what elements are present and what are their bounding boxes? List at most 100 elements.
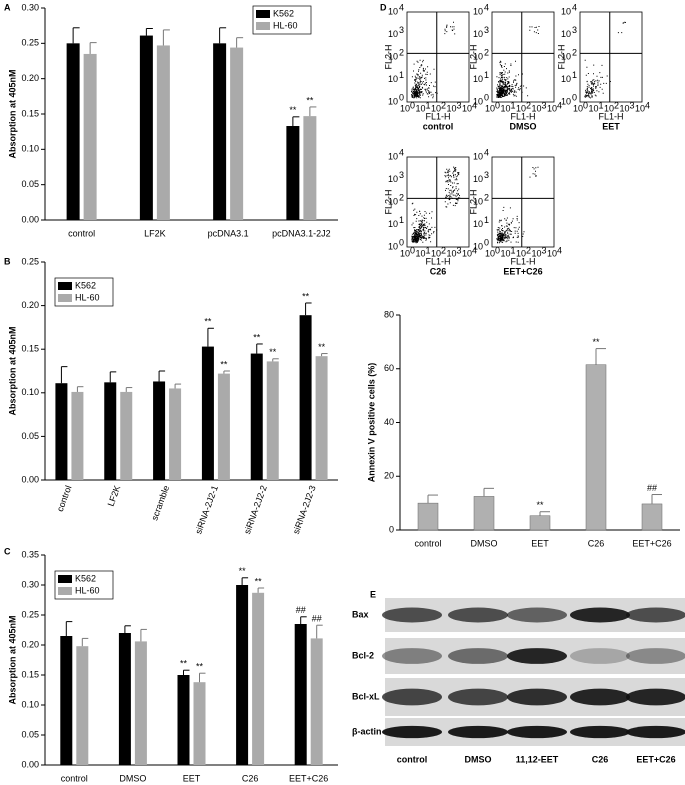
plot-frame [579, 11, 643, 103]
annotation: ** [196, 662, 204, 672]
y-tick-label: 0.30 [21, 2, 39, 12]
legend-swatch [58, 587, 72, 595]
bar [641, 503, 663, 531]
error-bar [427, 494, 438, 504]
axis-label: FL2-H [556, 44, 566, 69]
dots [584, 21, 626, 99]
tick-base: 10 [473, 29, 483, 39]
annotation: ## [312, 614, 322, 624]
x-tick-label: control [61, 773, 88, 783]
error-bar [140, 628, 147, 642]
tick-exponent: 1 [426, 245, 431, 255]
tick-base: 10 [531, 248, 541, 258]
tick-exponent: 1 [572, 70, 577, 80]
bar [315, 356, 328, 480]
bar [76, 646, 89, 765]
bar [529, 515, 551, 531]
error-bar [651, 494, 662, 504]
bar [230, 47, 244, 220]
panel-name: EET+C26 [503, 266, 542, 276]
y-tick-label: 0.25 [21, 256, 39, 266]
error-bar [76, 386, 84, 392]
tick-base: 10 [573, 103, 583, 113]
tick-exponent: 0 [410, 245, 415, 255]
x-tick-label: DMSO [119, 773, 146, 783]
lane-label: EET+C26 [636, 754, 675, 764]
flow-plot: 10 010 010 110 110 210 210 310 310 410 4FL1-HFL2-H… [383, 2, 477, 131]
y-tick-label: 0.05 [21, 729, 39, 739]
annotation: ## [296, 605, 306, 615]
panel-label: E [370, 589, 376, 599]
y-tick-label: 0.00 [21, 759, 39, 769]
bar [236, 585, 249, 765]
tick-exponent: 3 [399, 170, 404, 180]
y-tick-label: 0.35 [21, 549, 39, 559]
bar [310, 638, 323, 765]
tick-exponent: 2 [572, 47, 577, 57]
panel-name: control [423, 121, 454, 131]
x-tick-label: DMSO [471, 538, 498, 548]
x-tick-label: EET+C26 [289, 773, 328, 783]
error-bar [65, 621, 73, 636]
tick-exponent: 3 [542, 245, 547, 255]
bar [118, 633, 131, 765]
tick-exponent: 3 [399, 25, 404, 35]
tick-exponent: 1 [399, 215, 404, 225]
band [507, 688, 567, 706]
y-axis-label: Annexin V positive cells (%) [366, 363, 376, 483]
tick-exponent: 1 [511, 100, 516, 110]
legend-swatch [256, 22, 270, 30]
flow-plot: 10 010 010 110 110 210 210 310 310 410 4FL1-HFL2-H… [468, 147, 562, 276]
tick-exponent: 1 [484, 215, 489, 225]
x-tick-label: siRNA-2J2-1 [193, 484, 220, 535]
tick-exponent: 2 [526, 100, 531, 110]
x-tick-label: siRNA-2J2-2 [242, 484, 269, 535]
tick-base: 10 [547, 103, 557, 113]
bar [66, 43, 80, 221]
band [626, 688, 685, 706]
band [448, 648, 508, 664]
tick-base: 10 [473, 174, 483, 184]
panel-label: C [4, 546, 11, 556]
legend-swatch [58, 294, 72, 302]
tick-base: 10 [388, 151, 398, 161]
legend-swatch [58, 575, 72, 583]
dots [411, 21, 456, 99]
tick-exponent: 2 [441, 100, 446, 110]
bar [585, 364, 607, 531]
bar [266, 361, 279, 480]
panel-label: B [4, 256, 11, 266]
x-tick-label: pcDNA3.1 [208, 228, 249, 238]
lane-label: control [397, 754, 428, 764]
error-bar [241, 577, 249, 585]
tick-base: 10 [561, 74, 571, 84]
bar [299, 315, 312, 480]
y-tick-label: 0.15 [21, 344, 39, 354]
tick-exponent: 4 [557, 100, 562, 110]
tick-base: 10 [388, 219, 398, 229]
band [626, 607, 685, 623]
error-bar [305, 302, 312, 316]
y-tick-label: 0.10 [21, 144, 39, 154]
bar [169, 388, 182, 480]
band [382, 607, 442, 623]
y-tick-label: 0.20 [21, 73, 39, 83]
tick-base: 10 [619, 103, 629, 113]
error-bar [595, 348, 606, 365]
y-tick-label: 0.20 [21, 639, 39, 649]
y-tick-label: 0.00 [21, 214, 39, 224]
y-tick-label: 0.15 [21, 669, 39, 679]
lane-label: C26 [592, 754, 609, 764]
tick-base: 10 [473, 6, 483, 16]
error-bar [183, 669, 190, 675]
flow-plot: 10 010 010 110 110 210 210 310 310 410 4FL1-HFL2-H… [383, 147, 477, 276]
error-bar [539, 511, 550, 516]
protein-label: β-actin [352, 726, 382, 736]
y-tick-label: 40 [384, 417, 394, 427]
tick-base: 10 [485, 103, 495, 113]
tick-exponent: 0 [495, 100, 500, 110]
bar [177, 675, 190, 765]
y-tick-label: 80 [384, 309, 394, 319]
y-tick-label: 0.20 [21, 300, 39, 310]
plot-frame [491, 156, 555, 248]
